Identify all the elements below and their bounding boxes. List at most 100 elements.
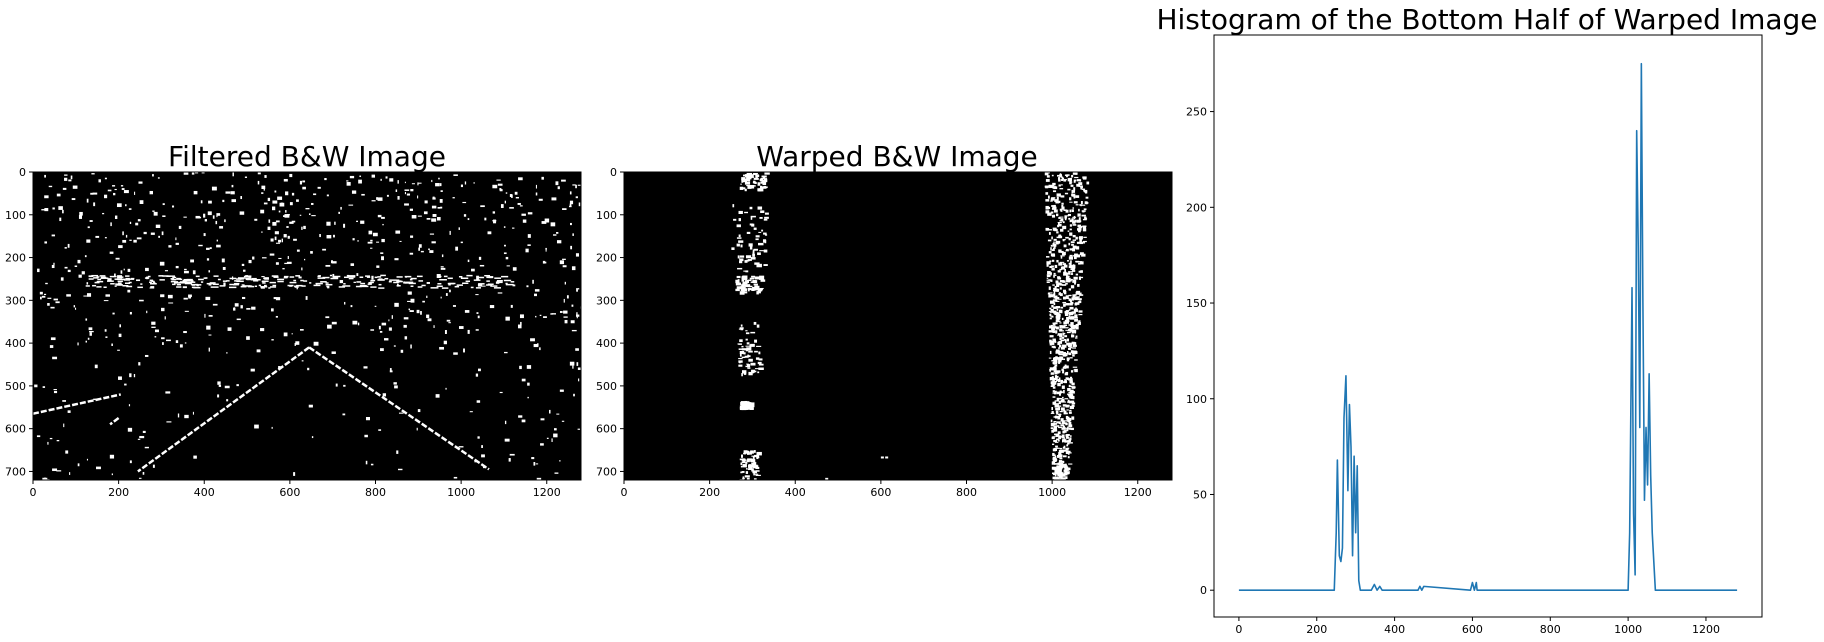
panel2-right-lane-pixel (1070, 324, 1073, 327)
panel1-pixel-speckle (343, 384, 346, 387)
panel2-left-lane-pixel (749, 402, 755, 405)
panel2-left-lane-pixel (741, 405, 747, 409)
panel1-pixel-speckle (175, 265, 179, 269)
panel2-right-lane-pixel (1084, 216, 1087, 219)
panel2-right-lane-pixel (1073, 255, 1077, 260)
panel1-pixel-speckle (94, 364, 98, 369)
panel2-left-lane-pixel (751, 275, 756, 278)
panel1-xtick-label: 800 (365, 486, 386, 499)
panel1-pixel-speckle (44, 174, 46, 178)
panel2-right-lane-pixel (1063, 449, 1066, 452)
panel2-right-lane-pixel (1063, 438, 1066, 442)
panel2-right-lane-pixel (1057, 433, 1060, 436)
panel1-pixel-speckle (410, 188, 414, 192)
panel1-pixel-speckle (296, 286, 298, 290)
panel2-right-lane-pixel (1066, 297, 1070, 300)
panel2-right-lane-pixel (1064, 467, 1069, 471)
panel1-pixel-speckle (79, 211, 83, 216)
panel1-pixel-speckle (299, 180, 303, 185)
panel2-right-lane-pixel (1060, 418, 1064, 422)
panel1-horizon-speckle (115, 283, 122, 285)
panel1-horizon-speckle (85, 285, 90, 287)
panel1-pixel-speckle (152, 174, 154, 177)
panel2-left-lane-pixel (756, 324, 760, 328)
panel1-pixel-speckle (404, 191, 407, 195)
panel1-horizon-speckle (174, 281, 179, 283)
panel2-right-lane-pixel (1057, 431, 1061, 435)
panel2-right-lane-pixel (1083, 226, 1086, 230)
panel2-left-lane-pixel (752, 253, 755, 257)
panel2-left-lane-pixel (753, 370, 757, 373)
panel2-left-lane-pixel (757, 188, 762, 192)
panel2-right-lane-pixel (1052, 182, 1056, 186)
panel2-right-lane-pixel (1065, 248, 1069, 251)
panel2-right-lane-pixel (1064, 339, 1067, 343)
panel1-pixel-speckle (102, 212, 105, 215)
panel2-right-lane-pixel (1077, 261, 1082, 263)
panel1-pixel-speckle (504, 200, 506, 204)
panel1-horizon-speckle (325, 282, 329, 284)
panel1-horizon-speckle (356, 281, 362, 283)
panel1-pixel-speckle (497, 183, 503, 186)
panel2-right-lane-pixel (1067, 388, 1071, 392)
panel1-pixel-speckle (184, 268, 187, 271)
panel2-right-lane-pixel (1062, 404, 1067, 407)
panel2-right-lane-pixel (1076, 327, 1079, 329)
panel2-right-lane-pixel (1053, 425, 1058, 429)
panel2-right-lane-pixel (1062, 447, 1066, 449)
panel1-pixel-speckle (293, 472, 296, 476)
panel-warped-image: Warped B&W Image 0 200 400 600 800 1000 1200 0… (596, 140, 1173, 499)
panel2-right-lane-pixel (1056, 357, 1060, 360)
panel1-pixel-speckle (429, 250, 434, 253)
panel1-pixel-speckle (78, 214, 83, 219)
panel2-right-lane-pixel (1055, 326, 1059, 330)
panel1-pixel-speckle (274, 190, 277, 193)
panel1-pixel-speckle (157, 177, 160, 179)
panel1-horizon-speckle (367, 283, 372, 285)
panel2-right-lane-pixel (1053, 306, 1057, 309)
panel1-pixel-speckle (570, 245, 573, 250)
panel2-right-lane-pixel (1054, 322, 1058, 325)
panel2-right-lane-pixel (1053, 323, 1056, 326)
panel2-right-lane-pixel (1067, 442, 1070, 445)
panel3-title: Histogram of the Bottom Half of Warped I… (1156, 3, 1817, 36)
panel1-pixel-speckle (463, 348, 465, 353)
panel1-title: Filtered B&W Image (168, 140, 446, 173)
panel2-left-lane-pixel (740, 324, 743, 327)
panel1-pixel-speckle (370, 329, 375, 331)
panel1-pixel-speckle (477, 315, 480, 319)
panel1-pixel-speckle (564, 281, 566, 285)
panel2-left-lane-pixel (753, 173, 758, 176)
panel1-horizon-speckle (448, 283, 451, 286)
panel1-horizon-speckle (114, 278, 118, 280)
panel2-left-lane-pixel (751, 455, 756, 457)
panel2-left-lane-pixel (745, 365, 748, 368)
panel1-pixel-speckle (234, 303, 239, 307)
panel2-left-lane-pixel (741, 370, 747, 374)
panel1-pixel-speckle (578, 378, 580, 382)
panel2-right-lane-pixel (1056, 397, 1060, 401)
panel2-right-lane-pixel (1053, 272, 1056, 275)
panel3-xtick-label: 1000 (1614, 623, 1642, 636)
panel1-pixel-speckle (283, 234, 287, 238)
panel1-pixel-speckle (344, 301, 346, 305)
panel2-right-lane-pixel (1056, 471, 1060, 474)
panel2-left-lane-pixel (753, 283, 758, 286)
panel2-left-lane-pixel (748, 173, 751, 175)
panel2-left-lane-pixel (742, 401, 746, 405)
panel1-horizon-speckle (103, 286, 107, 289)
panel1-horizon-speckle (417, 286, 423, 288)
panel2-right-lane-pixel (1049, 311, 1054, 313)
panel2-right-lane-pixel (1081, 210, 1086, 212)
panel1-pixel-speckle (576, 315, 578, 319)
panel2-left-lane-pixel (751, 186, 755, 189)
panel2-right-lane-pixel (1056, 438, 1060, 441)
panel1-pixel-speckle (226, 399, 229, 402)
panel1-horizon-speckle (116, 278, 124, 281)
panel2-left-lane-pixel (745, 338, 748, 341)
panel2-right-lane-pixel (1047, 212, 1052, 216)
panel1-pixel-speckle (397, 180, 399, 184)
panel1-horizon-speckle (466, 274, 473, 277)
panel1-pixel-speckle (440, 206, 443, 209)
panel2-left-lane-pixel (740, 286, 746, 290)
